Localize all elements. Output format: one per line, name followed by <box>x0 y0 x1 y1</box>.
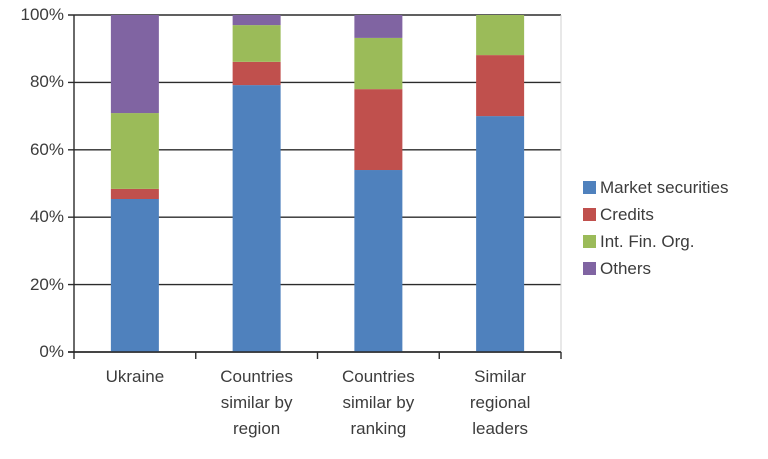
x-tick-label: Countries similar by region <box>220 367 293 438</box>
legend-label: Market securities <box>600 177 729 197</box>
legend-swatch-icon <box>583 235 596 248</box>
bar-segment <box>110 199 159 352</box>
bar-segment <box>476 15 525 56</box>
bar-segment <box>354 37 403 90</box>
legend-item: Others <box>583 255 728 282</box>
y-tick-label: 0% <box>39 342 64 361</box>
bar-segment <box>110 113 159 189</box>
legend-item: Credits <box>583 201 728 228</box>
legend-swatch-icon <box>583 262 596 275</box>
bar-segment <box>354 89 403 171</box>
bar-segment <box>476 116 525 352</box>
y-tick-label: 40% <box>29 207 64 227</box>
legend-swatch-icon <box>583 208 596 221</box>
y-tick-label: 20% <box>29 274 64 294</box>
legend-label: Int. Fin. Org. <box>600 231 695 251</box>
bar-segment <box>110 188 159 200</box>
x-tick-label: Similar regional leaders <box>469 367 531 438</box>
bar-segment <box>232 61 281 86</box>
bar-segment <box>354 170 403 352</box>
legend-label: Others <box>600 258 652 278</box>
legend-item: Int. Fin. Org. <box>583 228 728 255</box>
x-tick-label: Countries similar by ranking <box>341 367 415 438</box>
bar-segment <box>110 15 159 114</box>
y-tick-label: 60% <box>29 139 64 159</box>
bar-segment <box>232 85 281 352</box>
bar-segment <box>232 25 281 62</box>
x-tick-label: Ukraine <box>105 367 165 386</box>
bar-segment <box>354 15 403 38</box>
legend: Market securities Credits Int. Fin. Org. Ot… <box>583 174 728 282</box>
legend-label: Credits <box>600 204 654 224</box>
y-tick-label: 80% <box>29 72 64 92</box>
bar-segment <box>476 55 525 117</box>
bar-segment <box>232 15 281 26</box>
legend-item: Market securities <box>583 174 728 201</box>
y-tick-label: 100% <box>20 5 64 24</box>
legend-swatch-icon <box>583 181 596 194</box>
